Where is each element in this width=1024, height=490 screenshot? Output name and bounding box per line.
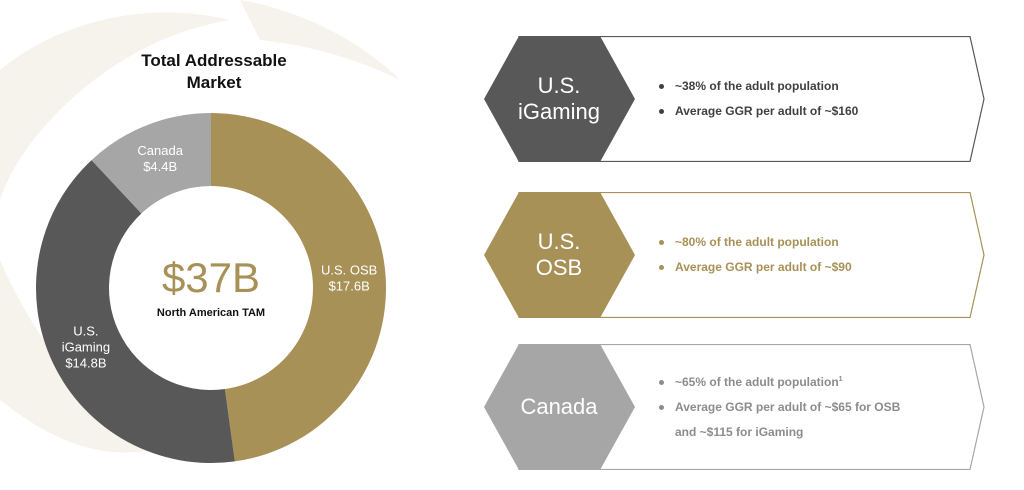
donut-slice-0	[211, 113, 386, 462]
bullet-list: ~65% of the adult population1 Average GG…	[659, 344, 959, 470]
slice-label: Canada	[137, 143, 183, 158]
bullet-text: ~38% of the adult population	[675, 79, 839, 93]
slice-label: $4.4B	[143, 159, 177, 174]
chart-title-line1: Total Addressable	[141, 51, 287, 70]
donut-slice-1	[35, 160, 235, 463]
panel-us-osb: U.S. OSB ~80% of the adult population Av…	[483, 192, 985, 318]
bullet-item: Average GGR per adult of ~$90	[659, 255, 959, 280]
hex-title: U.S. iGaming	[483, 36, 635, 162]
bullet-text: ~65% of the adult population	[675, 374, 839, 389]
slice-label: $17.6B	[329, 279, 370, 294]
chart-title-line2: Market	[186, 73, 242, 92]
panel-canada: Canada ~65% of the adult population1 Ave…	[483, 344, 985, 470]
hex-title-line1: U.S.	[537, 229, 581, 254]
hex-title: U.S. OSB	[483, 192, 635, 318]
bullet-item: ~80% of the adult population	[659, 230, 959, 255]
hex-title-line2: OSB	[535, 255, 583, 280]
hex-title-line2: iGaming	[518, 99, 600, 124]
panel-shape	[484, 344, 985, 470]
center-label: North American TAM	[157, 307, 265, 319]
bullet-text: ~80% of the adult population	[675, 235, 839, 249]
center-value: $37B	[162, 254, 260, 301]
bullet-list: ~38% of the adult population Average GGR…	[659, 36, 959, 162]
slice-label: U.S. OSB	[321, 263, 377, 278]
panel-shape	[484, 36, 985, 162]
bullet-text-continued: and ~$115 for iGaming	[675, 424, 804, 439]
panel-us-igaming: U.S. iGaming ~38% of the adult populatio…	[483, 36, 985, 162]
hex-title-line1: Canada	[520, 394, 598, 419]
bullet-item: Average GGR per adult of ~$160	[659, 99, 959, 124]
bullet-text: Average GGR per adult of ~$90	[675, 260, 852, 274]
bullet-text: Average GGR per adult of ~$160	[675, 104, 859, 118]
chart-title: Total Addressable Market	[104, 50, 324, 94]
bullet-item: ~38% of the adult population	[659, 74, 959, 99]
footnote-marker: 1	[838, 375, 843, 383]
donut-chart: U.S. OSB$17.6B U.S.iGaming$14.8B Canada$4.…	[35, 113, 386, 463]
donut-slice-2	[91, 113, 211, 214]
panel-shape	[484, 192, 985, 318]
bullet-item: ~65% of the adult population1	[659, 370, 959, 395]
slice-label: $14.8B	[65, 355, 106, 370]
bullet-text: Average GGR per adult of ~$65 for OSB	[675, 399, 901, 414]
bullet-list: ~80% of the adult population Average GGR…	[659, 192, 959, 318]
hex-title-line1: U.S.	[537, 73, 581, 98]
slice-label: U.S.	[73, 323, 98, 338]
slice-label: iGaming	[62, 339, 110, 354]
hex-title: Canada	[483, 344, 635, 470]
bullet-item: Average GGR per adult of ~$65 for OSB and…	[659, 395, 959, 445]
